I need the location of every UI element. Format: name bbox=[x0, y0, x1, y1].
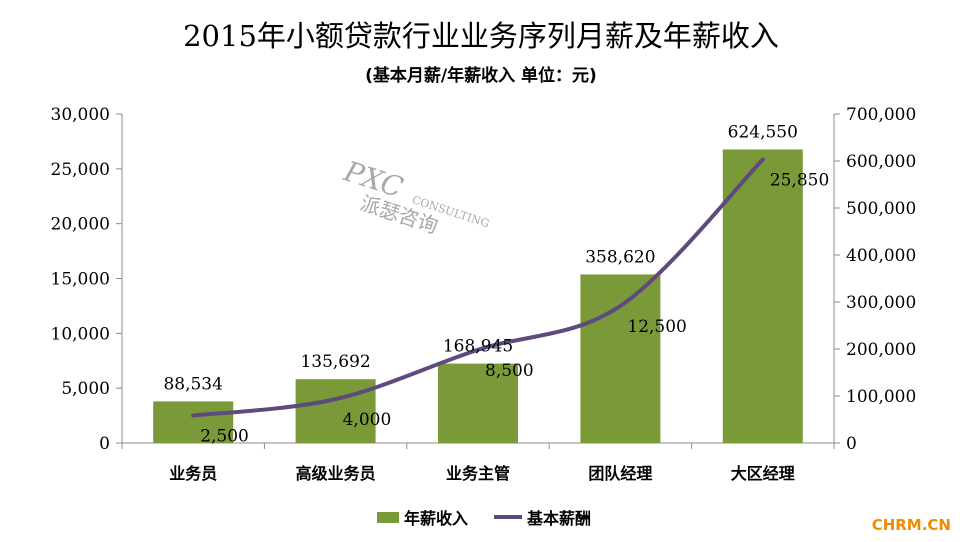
legend: 年薪收入 基本薪酬 bbox=[377, 509, 591, 528]
right-tick-label: 700,000 bbox=[846, 105, 916, 125]
data-labels: 88,534 135,692 168,945 358,620 624,550 2,500 4… bbox=[163, 122, 829, 446]
legend-label-line: 基本薪酬 bbox=[526, 509, 591, 528]
legend-label-bar: 年薪收入 bbox=[404, 509, 468, 528]
left-tick-label: 5,000 bbox=[61, 379, 110, 399]
salary-line bbox=[191, 157, 765, 418]
x-category-label: 大区经理 bbox=[731, 464, 795, 483]
axes: 0 5,000 10,000 15,000 20,000 25,000 30,000 0 100… bbox=[51, 105, 917, 483]
right-tick-label: 0 bbox=[846, 434, 857, 454]
legend-swatch-bar bbox=[377, 512, 399, 523]
line-value-label: 2,500 bbox=[200, 427, 249, 447]
right-tick-label: 100,000 bbox=[846, 387, 916, 407]
right-tick-label: 500,000 bbox=[846, 199, 916, 219]
right-tick-label: 200,000 bbox=[846, 340, 916, 360]
x-category-label: 业务员 bbox=[169, 464, 217, 483]
left-tick-label: 25,000 bbox=[51, 160, 110, 180]
line-value-label: 12,500 bbox=[627, 317, 686, 337]
right-tick-label: 600,000 bbox=[846, 152, 916, 172]
chart-subtitle: (基本月薪/年薪收入 单位：元) bbox=[365, 65, 597, 86]
right-tick-label: 300,000 bbox=[846, 293, 916, 313]
line-value-label: 25,850 bbox=[770, 171, 829, 191]
chart-title: 2015年小额贷款行业业务序列月薪及年薪收入 bbox=[183, 19, 779, 53]
bar-value-label: 358,620 bbox=[585, 247, 655, 267]
bar-value-label: 624,550 bbox=[728, 122, 798, 142]
bar-value-label: 135,692 bbox=[300, 352, 370, 372]
line-value-label: 4,000 bbox=[343, 410, 392, 430]
line-series bbox=[191, 157, 765, 418]
bar-series bbox=[153, 149, 803, 444]
right-tick-label: 400,000 bbox=[846, 246, 916, 266]
left-tick-label: 10,000 bbox=[51, 324, 110, 344]
left-tick-label: 0 bbox=[99, 434, 110, 454]
watermark: PXC CONSULTING 派瑟咨询 bbox=[339, 154, 491, 238]
bar-value-label: 168,945 bbox=[443, 337, 513, 357]
x-category-label: 业务主管 bbox=[446, 464, 510, 483]
left-tick-label: 20,000 bbox=[51, 215, 110, 235]
bar-5 bbox=[722, 149, 803, 444]
brand-logo: CHRM.CN bbox=[872, 516, 951, 534]
left-tick-label: 15,000 bbox=[51, 270, 110, 290]
bar-value-label: 88,534 bbox=[163, 374, 222, 394]
left-tick-label: 30,000 bbox=[51, 105, 110, 125]
bar-1 bbox=[153, 401, 234, 443]
x-category-label: 团队经理 bbox=[588, 464, 652, 483]
bar-3 bbox=[438, 363, 518, 443]
x-category-label: 高级业务员 bbox=[296, 464, 376, 483]
line-value-label: 8,500 bbox=[485, 361, 534, 381]
bar-4 bbox=[580, 274, 661, 443]
